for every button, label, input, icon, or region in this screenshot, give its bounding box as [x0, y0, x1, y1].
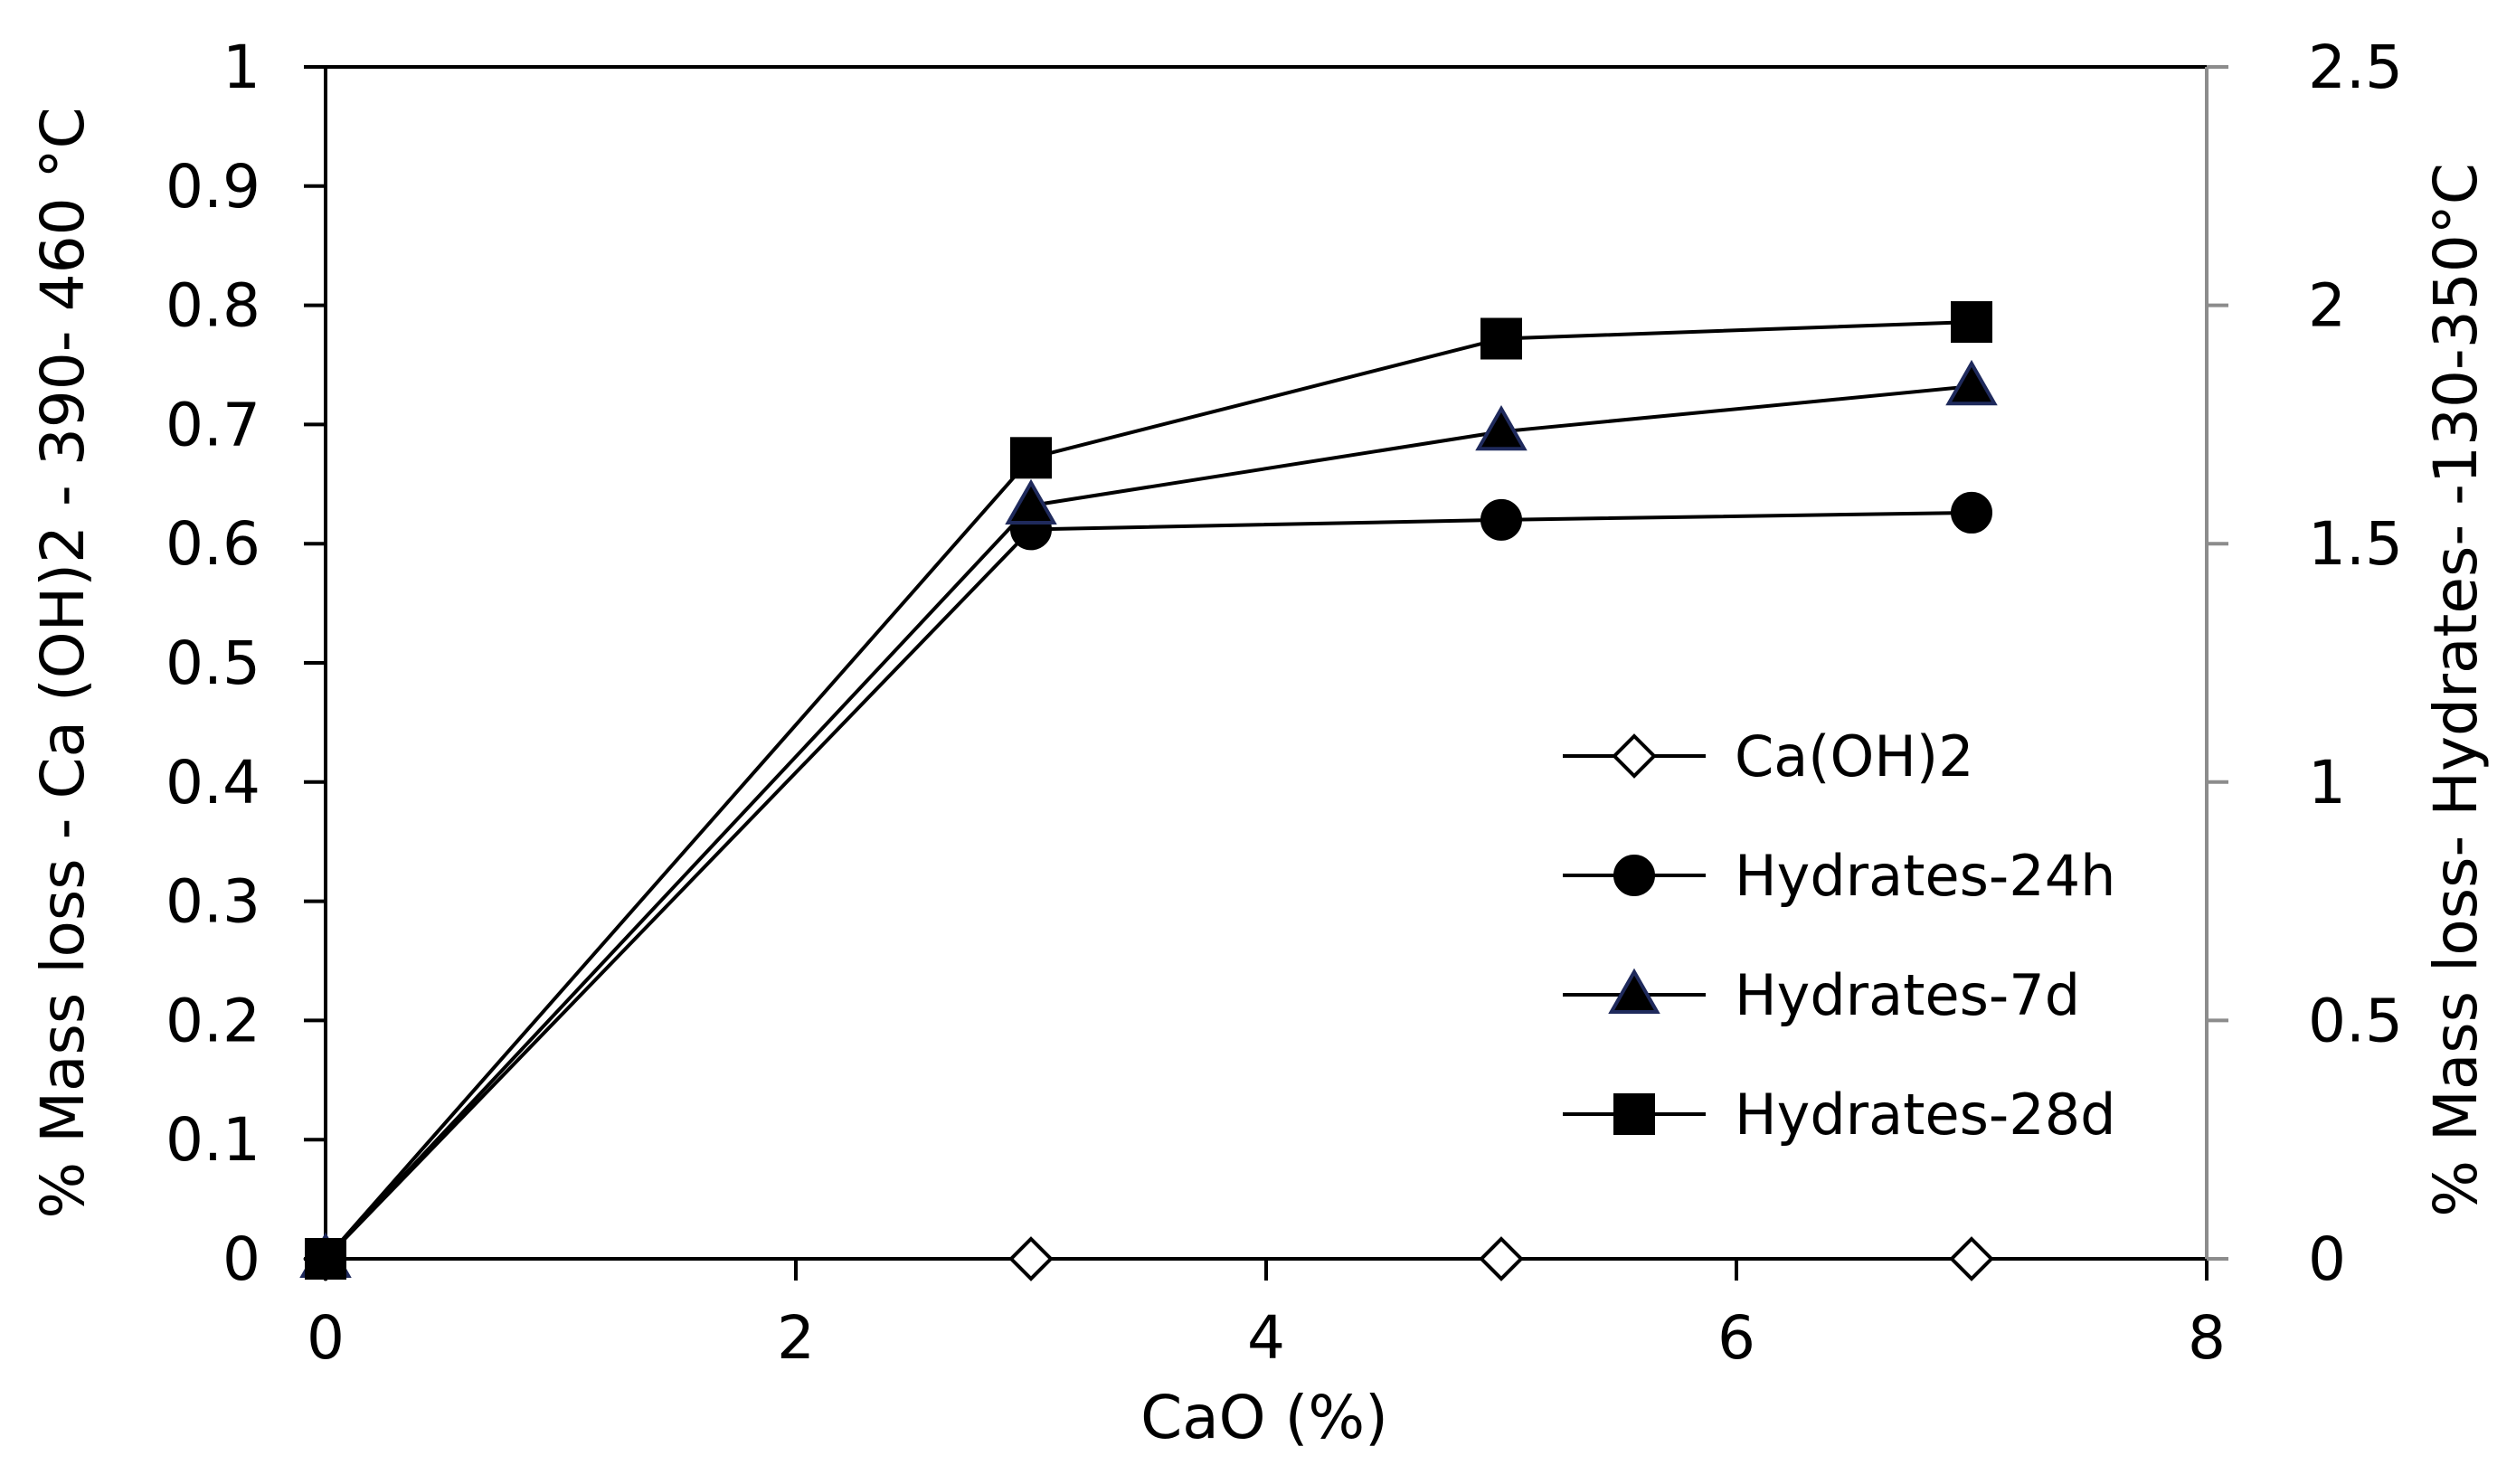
legend: Ca(OH)2 Hydrates-24h Hydrates-7d Hydrates-2… [1563, 723, 2116, 1148]
legend-label: Hydrates-24h [1735, 843, 2115, 909]
y-left-tick-label: 0.8 [166, 271, 260, 341]
y-right-tick-label: 2 [2308, 271, 2346, 341]
legend-label: Hydrates-28d [1735, 1082, 2116, 1148]
y-right-tick-label: 0 [2308, 1224, 2346, 1294]
y-left-tick-label: 0.1 [166, 1105, 260, 1175]
x-axis-title: CaO (%) [1140, 1383, 1388, 1452]
data-point-0-2 [1479, 1236, 1524, 1281]
legend-marker [1612, 733, 1657, 779]
data-point-3-0 [305, 1238, 346, 1280]
legend-marker [1608, 968, 1660, 1014]
y-right-tick-label: 2.5 [2308, 33, 2403, 102]
data-point-0-1 [1008, 1236, 1054, 1281]
legend-label: Ca(OH)2 [1735, 723, 1974, 789]
data-point-0-3 [1949, 1236, 1994, 1281]
series-line-3 [324, 320, 1972, 1261]
y-left-tick-label: 0 [222, 1224, 260, 1294]
legend-marker [1613, 855, 1655, 896]
y-right-tick-label: 1.5 [2308, 509, 2403, 579]
legend-marker [1613, 1093, 1655, 1135]
data-point-3-2 [1480, 317, 1522, 360]
legend-label: Hydrates-7d [1735, 962, 2080, 1028]
x-tick-label: 0 [307, 1303, 345, 1373]
data-point-2-1 [1005, 478, 1057, 525]
series-line-1 [324, 510, 1972, 1261]
y-left-tick-label: 0.4 [166, 748, 260, 818]
x-tick-label: 2 [777, 1303, 815, 1373]
axes: 0 2 4 6 8 0 0.1 0.2 0.3 0.4 0.5 0.6 0.7 0.8 0.9 1 0 0.5 1 1… [166, 33, 2403, 1373]
y-left-tick-label: 0.2 [166, 986, 260, 1055]
data-point-3-1 [1010, 437, 1052, 479]
y-left-tick-label: 0.3 [166, 867, 260, 937]
y-left-tick-label: 1 [222, 33, 260, 102]
data-point-1-3 [1951, 491, 1992, 534]
x-tick-label: 4 [1247, 1303, 1285, 1373]
data-point-1-2 [1480, 498, 1522, 541]
y-left-tick-label: 0.5 [166, 629, 260, 698]
series-markers [299, 301, 1998, 1281]
y-left-tick-label: 0.9 [166, 152, 260, 222]
y-left-tick-label: 0.6 [166, 509, 260, 579]
y-right-axis-title: % Mass loss- Hydrates- -130-350°C [2421, 163, 2491, 1217]
data-point-3-3 [1951, 301, 1992, 344]
series-line-2 [324, 384, 1972, 1261]
y-right-tick-label: 1 [2308, 748, 2346, 818]
y-left-axis-title: % Mass loss - Ca (OH)2 - 390- 460 °C [28, 107, 98, 1218]
y-left-tick-label: 0.7 [166, 390, 260, 459]
series-lines [324, 320, 1972, 1261]
data-point-2-3 [1945, 359, 1998, 406]
x-tick-label: 6 [1717, 1303, 1755, 1373]
y-right-tick-label: 0.5 [2308, 986, 2403, 1055]
data-point-2-2 [1475, 404, 1528, 451]
x-tick-label: 8 [2188, 1303, 2226, 1373]
